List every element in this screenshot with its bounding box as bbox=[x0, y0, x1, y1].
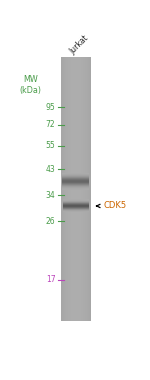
Bar bbox=[65, 57, 66, 321]
Bar bbox=[68, 57, 69, 321]
Bar bbox=[81, 57, 82, 321]
Bar bbox=[63, 57, 64, 321]
Bar bbox=[79, 57, 80, 321]
Bar bbox=[78, 57, 79, 321]
Bar bbox=[72, 57, 73, 321]
Bar bbox=[75, 57, 76, 321]
Bar bbox=[71, 57, 72, 321]
Bar bbox=[67, 57, 68, 321]
Bar bbox=[61, 57, 91, 321]
Text: Jurkat: Jurkat bbox=[68, 33, 91, 56]
Text: 17: 17 bbox=[46, 275, 55, 284]
Bar bbox=[87, 57, 88, 321]
Bar bbox=[80, 57, 81, 321]
Bar bbox=[86, 57, 87, 321]
Bar bbox=[70, 57, 71, 321]
Bar bbox=[88, 57, 89, 321]
Bar bbox=[89, 57, 90, 321]
Bar bbox=[70, 57, 71, 321]
Bar bbox=[69, 57, 70, 321]
Bar bbox=[79, 57, 80, 321]
Bar bbox=[83, 57, 84, 321]
Bar bbox=[62, 57, 63, 321]
Bar bbox=[75, 57, 76, 321]
Bar bbox=[85, 57, 86, 321]
Bar bbox=[76, 57, 77, 321]
Bar bbox=[61, 57, 62, 321]
Bar bbox=[74, 57, 75, 321]
Bar bbox=[62, 57, 63, 321]
Bar bbox=[69, 57, 70, 321]
Text: 34: 34 bbox=[46, 191, 55, 200]
Bar bbox=[77, 57, 78, 321]
Bar bbox=[63, 57, 64, 321]
Text: 72: 72 bbox=[46, 120, 55, 129]
Bar bbox=[73, 57, 74, 321]
Bar bbox=[64, 57, 65, 321]
Text: 26: 26 bbox=[46, 217, 55, 226]
Bar bbox=[90, 57, 91, 321]
Bar bbox=[83, 57, 84, 321]
Bar bbox=[82, 57, 83, 321]
Bar bbox=[84, 57, 85, 321]
Bar bbox=[72, 57, 73, 321]
Bar bbox=[68, 57, 69, 321]
Bar bbox=[65, 57, 66, 321]
Bar bbox=[90, 57, 91, 321]
Bar bbox=[86, 57, 87, 321]
Bar bbox=[66, 57, 67, 321]
Text: 43: 43 bbox=[46, 165, 55, 174]
Text: 95: 95 bbox=[46, 103, 55, 112]
Bar bbox=[66, 57, 67, 321]
Text: 55: 55 bbox=[46, 141, 55, 150]
Bar bbox=[89, 57, 90, 321]
Text: CDK5: CDK5 bbox=[104, 201, 127, 211]
Text: MW
(kDa): MW (kDa) bbox=[19, 75, 41, 95]
Bar bbox=[76, 57, 77, 321]
Bar bbox=[82, 57, 83, 321]
